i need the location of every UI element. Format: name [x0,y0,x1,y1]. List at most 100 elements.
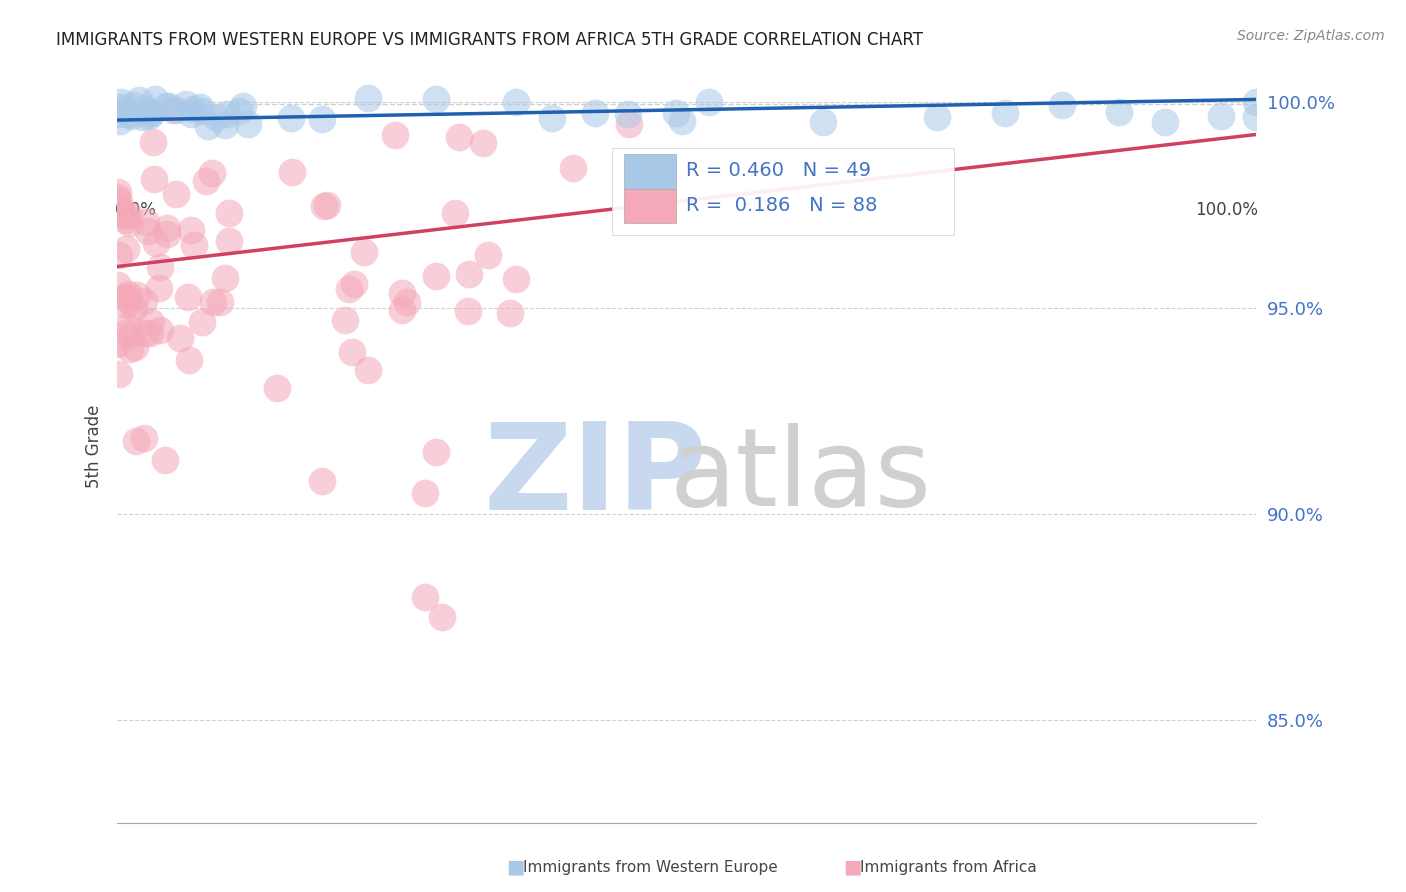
Point [191,315,214,329]
Point [430,610,453,624]
Point [384,128,406,143]
Point [153,452,176,467]
Text: 100.0%: 100.0% [1195,201,1258,219]
Point [583,105,606,120]
Point [143,92,166,106]
Point [180,107,202,121]
Point [311,112,333,127]
Point [425,92,447,106]
Point [356,362,378,376]
Point [1050,98,1073,112]
Point [425,269,447,284]
Point [177,290,200,304]
Point [114,207,136,221]
Point [110,100,132,114]
Point [425,445,447,459]
Point [228,104,250,119]
Point [120,343,142,357]
Point [201,166,224,180]
Point [183,237,205,252]
Point [105,103,128,117]
Point [124,340,146,354]
Point [107,337,129,351]
Text: atlas: atlas [669,423,931,529]
Point [505,95,527,109]
Text: 0.0%: 0.0% [115,201,157,219]
Point [811,115,834,129]
Point [280,112,302,126]
Point [266,381,288,395]
Point [665,106,688,120]
Point [477,247,499,261]
Point [138,106,160,120]
Point [208,295,231,310]
Y-axis label: 5th Grade: 5th Grade [86,404,103,488]
Point [117,286,139,301]
Point [121,98,143,112]
Point [925,111,948,125]
Point [457,303,479,318]
Point [541,111,564,125]
Point [107,107,129,121]
Point [188,99,211,113]
Point [110,95,132,109]
Point [128,93,150,107]
Point [115,242,138,256]
Point [214,271,236,285]
Text: Immigrants from Africa: Immigrants from Africa [860,860,1038,874]
Point [232,99,254,113]
Point [314,199,336,213]
Point [1244,110,1267,124]
Point [112,208,135,222]
Text: IMMIGRANTS FROM WESTERN EUROPE VS IMMIGRANTS FROM AFRICA 5TH GRADE CORRELATION C: IMMIGRANTS FROM WESTERN EUROPE VS IMMIGR… [56,31,924,49]
Point [697,95,720,109]
Point [343,277,366,291]
Point [139,315,162,329]
Point [447,129,470,144]
Point [391,286,413,301]
Point [340,344,363,359]
Point [180,222,202,236]
Text: ■: ■ [506,857,524,877]
Point [149,260,172,274]
FancyBboxPatch shape [613,148,953,235]
Point [114,326,136,341]
Point [194,174,217,188]
Text: R = 0.460   N = 49: R = 0.460 N = 49 [686,161,872,180]
Point [155,99,177,113]
Point [169,331,191,345]
Point [110,114,132,128]
Point [114,213,136,227]
Point [120,327,142,342]
Point [117,107,139,121]
Point [138,109,160,123]
Point [191,104,214,119]
Point [215,107,238,121]
Point [136,224,159,238]
FancyBboxPatch shape [624,188,676,223]
Point [141,106,163,120]
FancyBboxPatch shape [624,153,676,188]
Point [994,106,1017,120]
Point [671,114,693,128]
Point [114,298,136,312]
Point [162,103,184,117]
Point [218,205,240,219]
Point [117,293,139,307]
Point [149,323,172,337]
Point [118,216,141,230]
Point [356,91,378,105]
Point [142,171,165,186]
Point [107,278,129,293]
Point [148,281,170,295]
Point [202,294,225,309]
Point [1244,95,1267,109]
Point [391,303,413,318]
Point [156,221,179,235]
Point [444,206,467,220]
Point [617,107,640,121]
Point [413,590,436,604]
Point [165,186,187,201]
Point [108,367,131,381]
Point [165,103,187,117]
